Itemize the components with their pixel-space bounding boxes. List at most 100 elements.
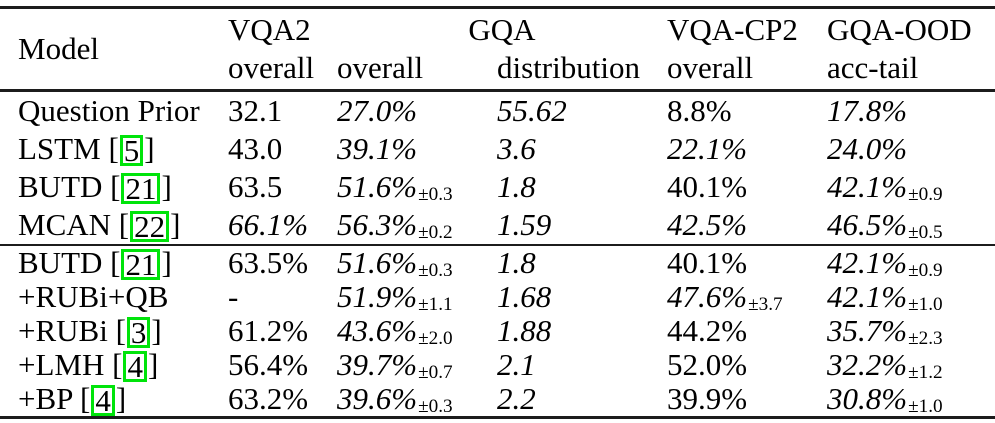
- citation-close-bracket: ]: [151, 313, 162, 348]
- header-vqa-cp2: VQA-CP2: [667, 12, 798, 47]
- table-row: Question Prior 32.1 27.0% 55.62 8.8% 17.8%: [0, 92, 995, 130]
- value-text: 42.1%: [827, 169, 908, 204]
- plus-minus-subscript: ±3.7: [748, 294, 783, 316]
- value-cell: 66.1%: [228, 206, 337, 244]
- model-cell: +RUBi+QB: [18, 280, 228, 314]
- citation-link[interactable]: 21: [121, 249, 161, 281]
- value-text: 55.62: [497, 93, 567, 128]
- value-cell: 40.1%: [667, 246, 827, 280]
- citation-close-bracket: ]: [144, 131, 155, 166]
- value-text: 2.2: [497, 381, 536, 416]
- value-cell: 39.6%±0.3: [337, 382, 497, 423]
- model-name: BUTD: [18, 245, 103, 280]
- top-rule: [0, 6, 995, 9]
- group-divider-rule: [0, 244, 995, 246]
- value-cell: 35.7%±2.3: [827, 314, 995, 356]
- citation-link[interactable]: 4: [91, 385, 115, 417]
- model-cell: BUTD [21]: [18, 168, 228, 206]
- plus-minus-subscript: ±0.3: [418, 184, 453, 206]
- value-text: 22.1%: [667, 131, 748, 166]
- value-cell: 2.1: [497, 348, 667, 382]
- citation-close-bracket: ]: [147, 347, 159, 382]
- value-text: 43.0: [228, 131, 283, 166]
- plus-minus-subscript: ±2.0: [418, 328, 453, 350]
- header-gqa: GQA: [468, 12, 536, 47]
- value-text: 27.0%: [337, 93, 418, 128]
- value-cell: 56.3%±0.2: [337, 206, 497, 252]
- table-row: +LMH [4] 56.4% 39.7%±0.7 2.1 52.0% 32.2%±1.2: [0, 347, 995, 384]
- value-text: 42.5%: [667, 207, 748, 242]
- value-cell: 1.8: [497, 246, 667, 280]
- citation-link[interactable]: 5: [119, 135, 144, 167]
- table-row: +BP [4] 63.2% 39.6%±0.3 2.2 39.9% 30.8%±1.0: [0, 381, 995, 418]
- value-text: 3.6: [497, 131, 536, 166]
- header-model: Model: [18, 31, 99, 66]
- value-cell: 30.8%±1.0: [827, 382, 995, 423]
- plus-minus-subscript: ±0.5: [908, 222, 943, 244]
- value-cell: 56.4%: [228, 348, 337, 382]
- plus-minus-subscript: ±0.2: [418, 222, 453, 244]
- value-text: 47.6%: [667, 279, 748, 314]
- model-cell: Question Prior: [18, 92, 228, 130]
- header-vqa2-overall: overall: [228, 50, 315, 85]
- value-text: 8.8%: [667, 93, 732, 128]
- table-header: Model VQA2 GQA VQA-CP2 GQA-OOD overall o…: [0, 9, 995, 89]
- plus-minus-subscript: ±1.1: [418, 294, 453, 316]
- value-cell: 39.1%: [337, 130, 497, 168]
- value-cell: 17.8%: [827, 92, 995, 130]
- model-cell: MCAN [22]: [18, 206, 228, 244]
- value-cell: 51.9%±1.1: [337, 280, 497, 322]
- plus-minus-subscript: ±0.9: [908, 184, 943, 206]
- value-text: 39.9%: [667, 381, 748, 416]
- table-row: +RUBi [3] 61.2% 43.6%±2.0 1.88 44.2% 35.7%±2.…: [0, 313, 995, 350]
- value-cell: 63.2%: [228, 382, 337, 416]
- value-cell: 43.6%±2.0: [337, 314, 497, 356]
- value-text: 56.3%: [337, 207, 418, 242]
- citation-link[interactable]: 22: [130, 211, 170, 243]
- value-cell: 1.8: [497, 168, 667, 206]
- value-text: 63.5: [228, 169, 283, 204]
- value-text: 32.1: [228, 93, 283, 128]
- citation-open-bracket: [: [107, 313, 126, 348]
- value-text: 43.6%: [337, 313, 418, 348]
- value-cell: 1.88: [497, 314, 667, 348]
- value-text: 56.4%: [228, 347, 309, 382]
- citation-open-bracket: [: [102, 245, 121, 280]
- value-cell: 43.0: [228, 130, 337, 168]
- citation-link[interactable]: 3: [126, 317, 151, 349]
- header-gqa-ood: GQA-OOD: [827, 12, 972, 47]
- value-cell: 55.62: [497, 92, 667, 130]
- value-text: 1.8: [497, 169, 536, 204]
- value-text: 35.7%: [827, 313, 908, 348]
- value-text: 66.1%: [228, 207, 309, 242]
- value-cell: 42.1%±1.0: [827, 280, 995, 322]
- value-text: 1.8: [497, 245, 536, 280]
- model-name: +LMH: [18, 347, 105, 382]
- model-cell: +BP [4]: [18, 382, 228, 417]
- model-name: +RUBi: [18, 313, 108, 348]
- value-cell: 1.59: [497, 206, 667, 244]
- value-text: 24.0%: [827, 131, 908, 166]
- value-text: 40.1%: [667, 169, 748, 204]
- table-row: BUTD [21] 63.5% 51.6%±0.3 1.8 40.1% 42.1%±0.9: [0, 245, 995, 282]
- value-text: 51.6%: [337, 245, 418, 280]
- value-cell: 61.2%: [228, 314, 337, 348]
- table-row: LSTM [5] 43.0 39.1% 3.6 22.1% 24.0%: [0, 130, 995, 168]
- citation-close-bracket: ]: [170, 207, 181, 242]
- table-row: +RUBi+QB - 51.9%±1.1 1.68 47.6%±3.7 42.1%±1.0: [0, 279, 995, 316]
- citation-close-bracket: ]: [161, 245, 172, 280]
- value-cell: 32.1: [228, 92, 337, 130]
- model-cell: +RUBi [3]: [18, 313, 228, 349]
- plus-minus-subscript: ±1.0: [908, 294, 943, 316]
- value-text: 17.8%: [827, 93, 908, 128]
- value-text: 61.2%: [228, 313, 309, 348]
- citation-link[interactable]: 21: [121, 173, 161, 205]
- citation-link[interactable]: 4: [123, 351, 147, 383]
- value-cell: 46.5%±0.5: [827, 206, 995, 252]
- value-text: 30.8%: [827, 381, 908, 416]
- value-text: 1.68: [497, 279, 552, 314]
- table-row: BUTD [21] 63.5 51.6%±0.3 1.8 40.1% 42.1%±0.9: [0, 168, 995, 206]
- citation-close-bracket: ]: [161, 169, 172, 204]
- value-text: -: [228, 279, 239, 314]
- value-cell: 42.5%: [667, 206, 827, 244]
